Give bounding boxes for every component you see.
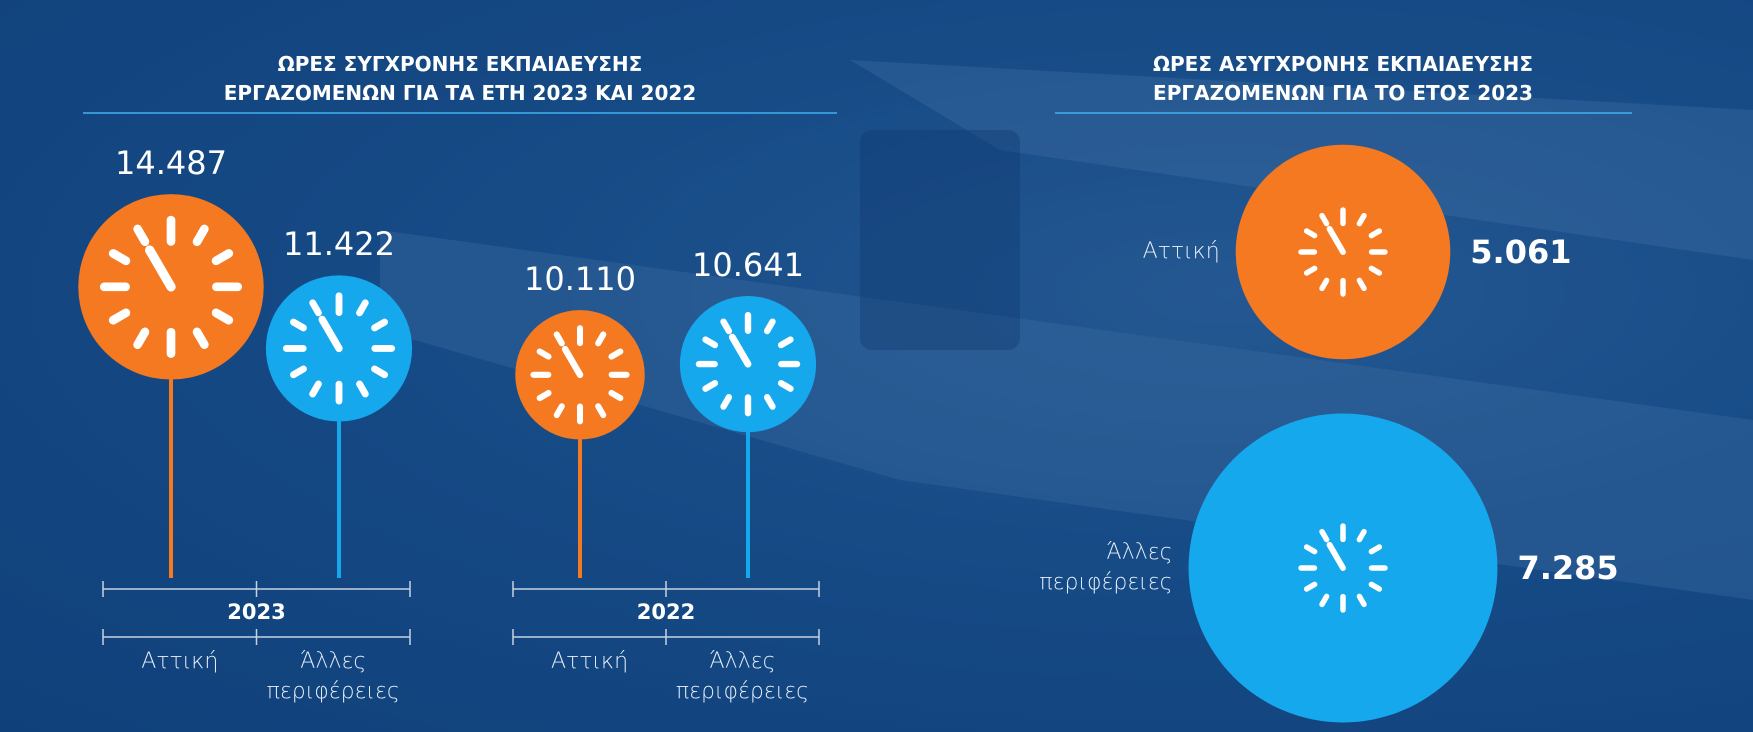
legend-label: Άλλες περιφέρειες [668, 647, 818, 707]
value-label: 5.061 [1470, 233, 1571, 271]
value-label: 7.285 [1517, 549, 1618, 587]
chart-title: ΕΡΓΑΖΟΜΕΝΩΝ ΓΙΑ ΤΟ ΕΤΟΣ 2023 [1153, 79, 1533, 108]
value-label: 10.110 [524, 260, 636, 298]
legend-label: Αττική [105, 647, 255, 677]
x-tick-label: 2022 [637, 600, 695, 624]
value-label: 11.422 [283, 225, 395, 263]
chart-title: ΩΡΕΣ ΑΣΥΓΧΡΟΝΗΣ ΕΚΠΑΙΔΕΥΣΗΣ [1153, 50, 1533, 79]
category-label: Άλλες περιφέρειες [1033, 538, 1173, 598]
infographic: ΩΡΕΣ ΣΥΓΧΡΟΝΗΣ ΕΚΠΑΙΔΕΥΣΗΣΕΡΓΑΖΟΜΕΝΩΝ ΓΙ… [0, 0, 1753, 732]
legend-label: Άλλες περιφέρειες [258, 647, 408, 707]
value-label: 10.641 [692, 246, 804, 284]
chart-title: ΩΡΕΣ ΣΥΓΧΡΟΝΗΣ ΕΚΠΑΙΔΕΥΣΗΣ [278, 50, 643, 79]
value-label: 14.487 [115, 144, 227, 182]
category-label: Αττική [1080, 237, 1220, 267]
legend-label: Αττική [515, 647, 665, 677]
chart-title: ΕΡΓΑΖΟΜΕΝΩΝ ΓΙΑ ΤΑ ΕΤΗ 2023 ΚΑΙ 2022 [224, 79, 696, 108]
x-tick-label: 2023 [227, 600, 285, 624]
